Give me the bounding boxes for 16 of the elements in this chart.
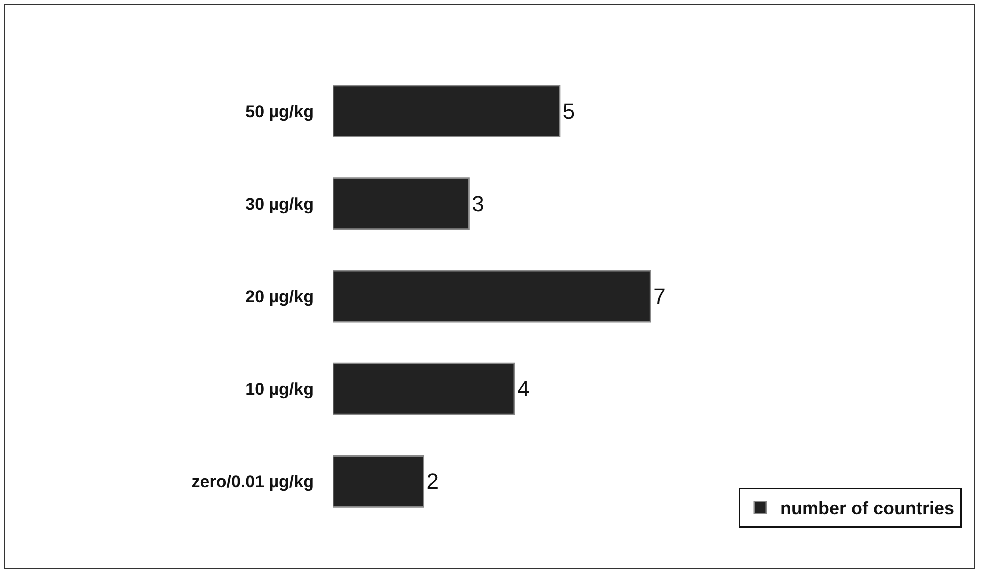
bar (333, 178, 470, 230)
data-label: 4 (518, 376, 530, 402)
y-tick-label: 20 µg/kg (246, 287, 314, 306)
data-label: 7 (654, 284, 666, 309)
y-tick-label: 10 µg/kg (246, 380, 314, 400)
bar (333, 270, 652, 323)
y-tick-label: 30 µg/kg (246, 194, 314, 214)
bar (333, 455, 425, 508)
data-label: 3 (472, 191, 484, 216)
legend-label: number of countries (780, 498, 955, 519)
bar (333, 85, 561, 138)
bar (333, 362, 516, 416)
y-tick-label: zero/0.01 µg/kg (192, 472, 314, 492)
data-label: 5 (562, 98, 576, 124)
data-label: 2 (426, 469, 440, 494)
y-tick-label: 50 µg/kg (246, 102, 314, 122)
